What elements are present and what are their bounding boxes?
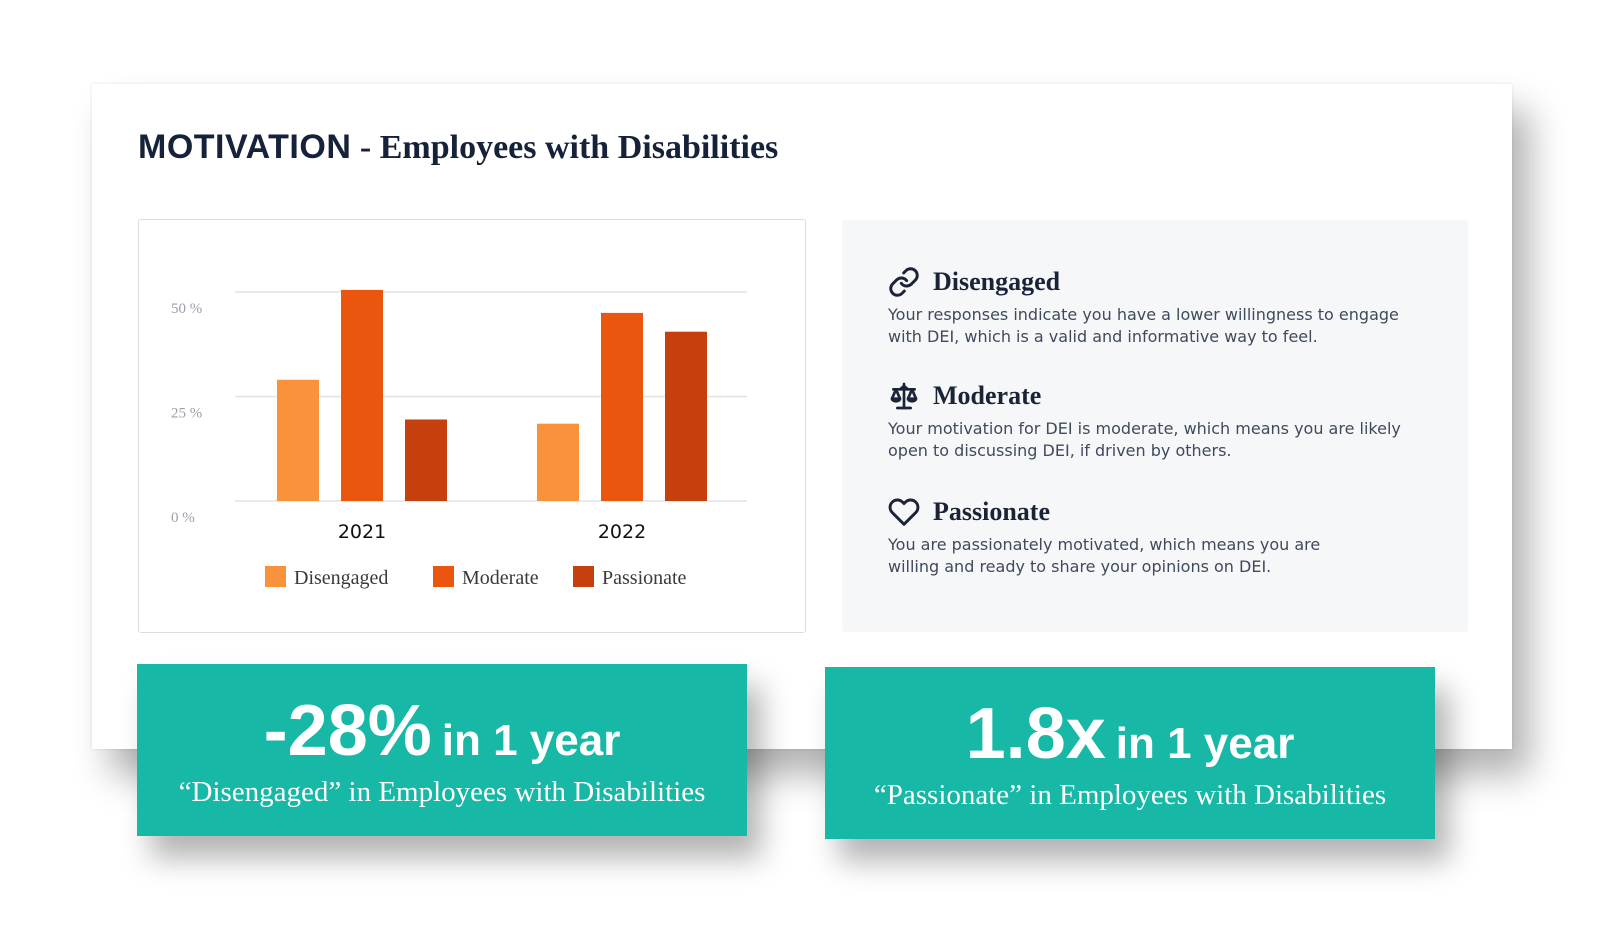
legend-swatch-passionate (573, 566, 594, 587)
bar-moderate-2022 (601, 312, 643, 501)
bar-passionate-2022 (665, 331, 707, 501)
y-tick-label: 25 % (171, 406, 202, 422)
legend-desc-line: You are passionately motivated, which me… (888, 535, 1321, 554)
stat-caption: “Disengaged” in Employees with Disabilit… (178, 776, 706, 808)
legend-swatch-disengaged (265, 566, 286, 587)
stat-card-passionate: 1.8x in 1 year “Passionate” in Employees … (825, 667, 1435, 839)
legend-label-moderate: Moderate (933, 381, 1042, 410)
heart-icon (888, 498, 920, 526)
chart-panel: 0 % 25 % 50 % 2021 2022 Disengaged Moderate Pas… (138, 219, 806, 633)
bar-disengaged-2022 (537, 423, 579, 501)
scale-icon (890, 382, 918, 410)
legend-item-disengaged: Disengaged Your responses indicate you h… (888, 266, 1448, 348)
bar-moderate-2021 (341, 289, 383, 501)
stat-value: 1.8x (965, 694, 1106, 774)
y-tick-label: 0 % (171, 510, 195, 526)
legend-item-passionate: Passionate You are passionately motivate… (888, 496, 1448, 578)
legend-label-disengaged: Disengaged (933, 267, 1061, 296)
legend-desc-line: Your motivation for DEI is moderate, whi… (888, 419, 1401, 438)
legend-desc-line: with DEI, which is a valid and informati… (888, 327, 1318, 346)
link-icon (889, 267, 919, 297)
y-tick-label: 50 % (171, 301, 202, 317)
stat-value: -28% (263, 691, 432, 771)
legend-label-moderate: Moderate (462, 567, 539, 589)
legend-label-passionate: Passionate (933, 497, 1050, 526)
motivation-card: MOTIVATION - Employees with Disabilities… (92, 84, 1512, 749)
stat-headline: 1.8x in 1 year (825, 693, 1435, 775)
stat-headline: -28% in 1 year (137, 690, 747, 772)
legend-desc-line: open to discussing DEI, if driven by oth… (888, 441, 1232, 460)
legend-panel: Disengaged Your responses indicate you h… (842, 220, 1468, 632)
x-tick-label: 2021 (338, 521, 386, 543)
title-keyword: MOTIVATION (138, 128, 352, 166)
legend-desc-line: willing and ready to share your opinions… (888, 557, 1272, 576)
legend-desc-moderate: Your motivation for DEI is moderate, whi… (888, 418, 1448, 462)
legend-desc-passionate: You are passionately motivated, which me… (888, 534, 1448, 578)
bar-chart: 0 % 25 % 50 % 2021 2022 Disengaged Moderate Pas… (171, 289, 747, 589)
x-tick-label: 2022 (598, 521, 646, 543)
page-title: MOTIVATION - Employees with Disabilities (138, 128, 778, 167)
title-subject: - Employees with Disabilities (351, 129, 779, 166)
legend-desc-disengaged: Your responses indicate you have a lower… (888, 304, 1448, 348)
legend-label-passionate: Passionate (602, 567, 687, 589)
bar-disengaged-2021 (277, 379, 319, 501)
stat-card-disengaged: -28% in 1 year “Disengaged” in Employees … (137, 664, 747, 836)
legend-swatch-moderate (433, 566, 454, 587)
stat-period: in 1 year (441, 716, 621, 765)
legend-label-disengaged: Disengaged (294, 567, 388, 589)
stat-caption: “Passionate” in Employees with Disabilit… (873, 779, 1387, 811)
legend-item-moderate: Moderate Your motivation for DEI is mode… (888, 380, 1448, 462)
legend-desc-line: Your responses indicate you have a lower… (888, 305, 1399, 324)
bar-passionate-2021 (405, 419, 447, 501)
stat-period: in 1 year (1115, 719, 1295, 768)
